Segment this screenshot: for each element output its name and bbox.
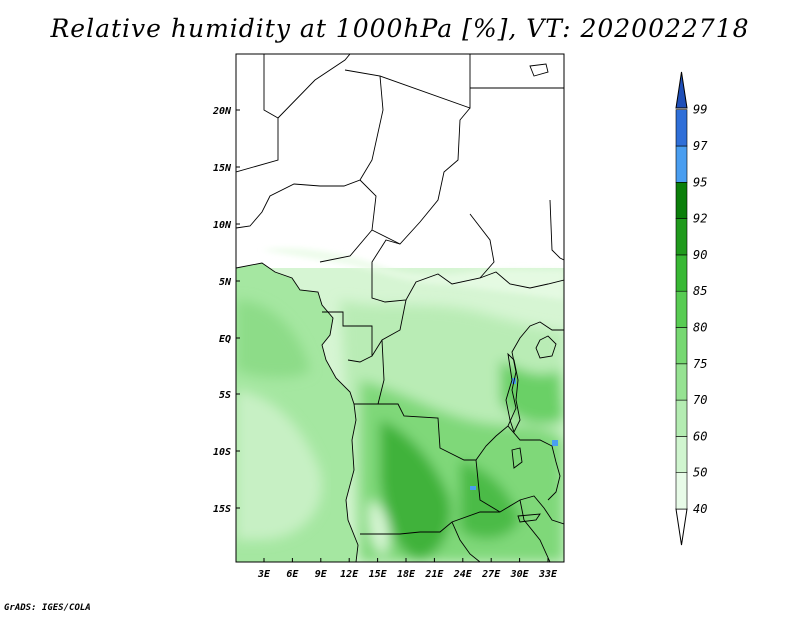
latitude-axis: 20N 15N 10N 5N EQ 5S 10S 15S [212, 106, 240, 515]
colorbar-segment [675, 327, 688, 365]
humidity-field [236, 248, 564, 562]
border [549, 199, 564, 261]
colorbar-label: 40 [693, 502, 707, 516]
border [354, 339, 385, 405]
ocean-darker-patch [236, 300, 310, 378]
ocean-lighter-patch [236, 390, 322, 540]
border [475, 459, 564, 525]
colorbar-segment [675, 109, 688, 147]
colorbar-segment [675, 472, 688, 510]
colorbar-label: 92 [693, 212, 707, 226]
lon-label: 30E [510, 569, 530, 580]
lon-label: 24E [453, 569, 473, 580]
lon-label: 12E [340, 569, 359, 580]
land-dark-core-2 [460, 460, 520, 539]
lat-label: 20N [212, 106, 232, 117]
colorbar-segment [675, 290, 688, 328]
lat-label: 5N [219, 277, 232, 288]
lon-label: 9E [315, 569, 328, 580]
colorbar-label: 75 [693, 357, 707, 371]
border [469, 213, 495, 279]
country-borders [236, 54, 564, 562]
map-frame [235, 53, 565, 563]
border [371, 299, 407, 357]
blue-patch [552, 440, 558, 446]
coastline [236, 262, 359, 562]
border [371, 107, 564, 303]
colorbar-label: 99 [693, 103, 707, 117]
colorbar-label: 80 [693, 321, 707, 335]
colorbar-label: 70 [693, 393, 707, 407]
colorbar-segment [675, 399, 688, 437]
border [319, 179, 377, 263]
border [519, 499, 551, 562]
lake-outline [505, 352, 521, 434]
colorbar-segment [675, 436, 688, 473]
colorbar-label: 90 [693, 248, 707, 262]
colorbar-segment [675, 363, 688, 401]
colorbar-segment [675, 182, 688, 219]
colorbar-lower-arrow [675, 508, 688, 546]
lon-label: 18E [397, 569, 416, 580]
lon-label: 21E [424, 569, 444, 580]
colorbar: 40 50 60 70 75 80 85 90 92 95 97 99 [675, 71, 708, 546]
lat-label: 15N [213, 163, 232, 174]
lat-label: EQ [219, 334, 231, 345]
lat-label: 15S [213, 504, 231, 515]
border [451, 521, 481, 562]
sahel-edge [262, 248, 564, 300]
lon-label: 33E [538, 569, 558, 580]
border [277, 54, 351, 119]
lat-label: 5S [219, 390, 231, 401]
lon-label: 3E [257, 569, 271, 580]
map-title: Relative humidity at 1000hPa [%], VT: 20… [50, 14, 750, 43]
longitude-axis: 3E 6E 9E 12E 15E 18E 21E 24E 27E 30E 33E [257, 558, 558, 580]
colorbar-label: 85 [693, 284, 707, 298]
land-dark-core [380, 420, 451, 560]
colorbar-segment [675, 254, 688, 292]
border [236, 69, 384, 229]
colorbar-segment [675, 145, 688, 183]
lake-outline [529, 63, 549, 77]
lake-outline [535, 335, 557, 359]
colorbar-label: 60 [693, 429, 707, 443]
border [371, 229, 401, 245]
grads-credit: GrADS: IGES/COLA [4, 603, 91, 613]
border [322, 311, 373, 363]
border [507, 425, 561, 501]
colorbar-label: 95 [693, 175, 707, 189]
colorbar-label: 97 [693, 139, 708, 153]
lat-label: 10S [213, 447, 231, 458]
lake-outline [517, 513, 541, 523]
border [236, 54, 279, 173]
lon-label: 27E [481, 569, 501, 580]
border [379, 54, 471, 109]
blue-patch [470, 486, 476, 490]
colorbar-segment [675, 218, 688, 256]
land-light-patch [368, 500, 390, 555]
lon-label: 6E [286, 569, 299, 580]
colorbar-label: 50 [693, 466, 707, 480]
lon-label: 15E [369, 569, 388, 580]
lake-outline [511, 447, 523, 469]
colorbar-upper-arrow [675, 71, 688, 109]
lat-label: 10N [213, 220, 232, 231]
border [360, 511, 500, 535]
